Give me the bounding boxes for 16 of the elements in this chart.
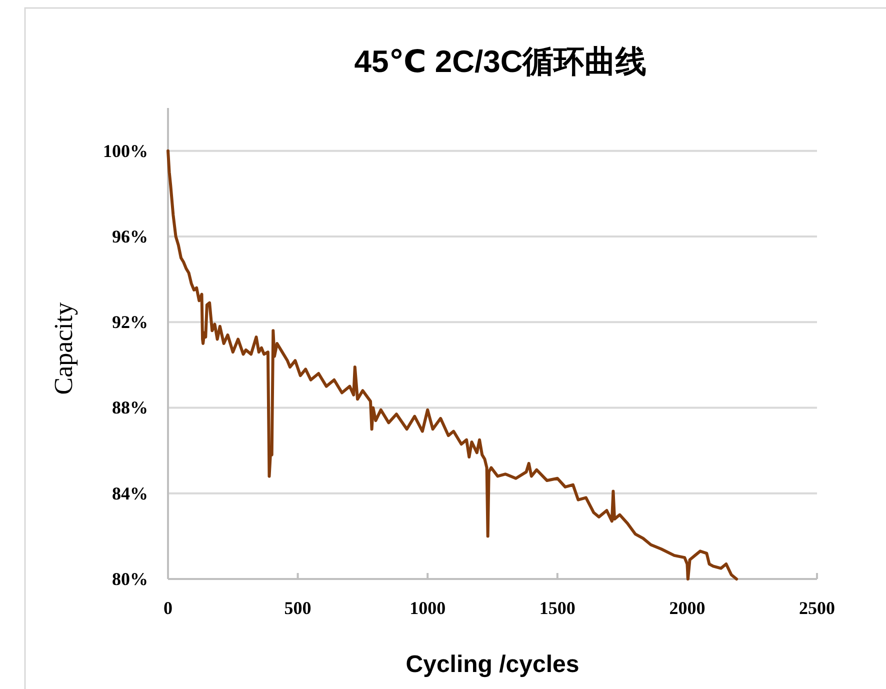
x-axis-title: Cycling /cycles xyxy=(406,651,580,678)
y-tick-label: 96% xyxy=(112,226,148,246)
y-tick-label: 80% xyxy=(112,569,148,589)
x-tick-label: 1000 xyxy=(410,598,446,618)
y-tick-label: 88% xyxy=(112,398,148,418)
y-tick-label: 84% xyxy=(112,483,148,504)
x-tick-label: 2500 xyxy=(799,598,835,618)
chart-title: 45℃ 2C/3C循环曲线 xyxy=(354,44,647,79)
y-tick-label: 92% xyxy=(112,312,148,332)
x-tick-label: 1500 xyxy=(539,598,576,618)
y-axis-title: Capacity xyxy=(49,302,78,395)
x-tick-label: 2000 xyxy=(669,598,706,618)
x-tick-label: 500 xyxy=(284,598,312,618)
line-series xyxy=(166,149,738,580)
x-tick-label: 0 xyxy=(164,598,172,618)
y-tick-label: 100% xyxy=(103,140,148,161)
